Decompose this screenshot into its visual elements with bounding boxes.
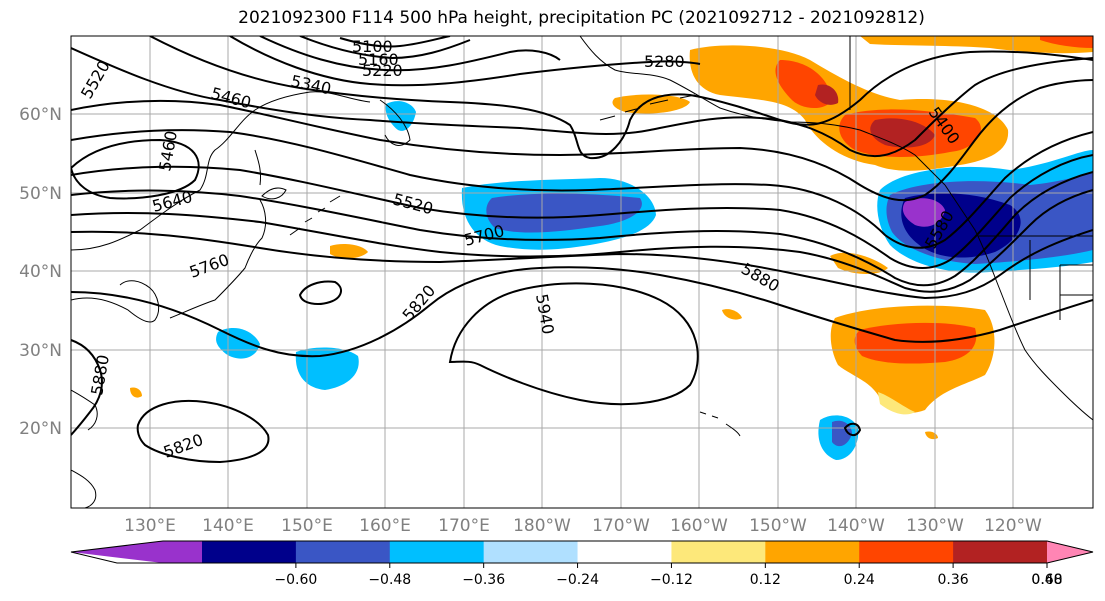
precip-area-top-right-positive: [860, 36, 1093, 54]
coast-hawaii: [699, 411, 741, 437]
contour-5880: [71, 339, 103, 436]
coast-korea-china: [71, 280, 160, 323]
colorbar-tick-label: −0.48: [368, 572, 411, 588]
colorbar-segment: [765, 541, 860, 563]
contour-5580: [71, 154, 1093, 270]
height-contours: [71, 36, 1093, 464]
coastlines: [71, 36, 1093, 508]
colorbar-ticks: −0.60 −0.48 −0.36 −0.24 −0.12 0.12 0.24 0.36 0.4…: [274, 563, 1063, 588]
contour-5820-closed-west: [298, 280, 342, 305]
colorbar-tick-label: −0.60: [274, 572, 317, 588]
lon-tick-label: 150°W: [749, 516, 807, 536]
lon-tick-label: 120°W: [984, 516, 1042, 536]
precip-area-central-negative-inner: [486, 193, 642, 233]
lon-tick-label: 140°W: [827, 516, 885, 536]
lat-tick-label: 20°N: [19, 419, 62, 439]
contour-label: 5220: [362, 61, 403, 80]
coast-aleutian-islands: [599, 94, 696, 121]
precip-area-positive-patch-b: [722, 309, 742, 320]
lon-tick-label: 160°W: [670, 516, 728, 536]
contour-5520: [71, 129, 1093, 249]
precip-area-west-negative-a: [216, 328, 260, 359]
graticule: [71, 36, 1093, 508]
contour-5640: [71, 171, 1093, 287]
colorbar-segment: [1047, 541, 1093, 563]
contour-label: 5280: [644, 52, 685, 71]
contour-label: 5160: [358, 50, 399, 69]
lat-tick-label: 40°N: [19, 262, 62, 282]
map-frame: [70, 35, 1094, 509]
colorbar-segments: [70, 540, 1094, 564]
contour-5280: [229, 36, 701, 87]
contour-5760: [71, 229, 1093, 300]
colorbar-segment: [953, 541, 1048, 563]
precip-area-subtropical-positive-inner: [854, 322, 977, 364]
contour-5220: [259, 36, 561, 72]
colorbar-tick-label: 0.48: [1031, 572, 1062, 588]
contour-5880-hawaii-small: [843, 422, 862, 436]
lat-tick-label: 50°N: [19, 184, 62, 204]
coast-kuril-islands: [289, 195, 341, 236]
colorbar-segment: [295, 541, 391, 563]
coast-north-america-west: [944, 184, 1093, 421]
colorbar-tick-label: −0.36: [462, 572, 505, 588]
lon-tick-label: 160°E: [359, 516, 411, 536]
lon-tick-label: 140°E: [202, 516, 254, 536]
lat-tick-label: 60°N: [19, 105, 62, 125]
contour-5160: [299, 36, 471, 60]
contour-5400: [71, 47, 1093, 158]
precip-area-positive-patch-c: [130, 387, 142, 398]
lon-tick-label: 150°E: [281, 516, 333, 536]
colorbar-segment: [71, 541, 202, 563]
contour-5940: [448, 282, 699, 406]
colorbar-outline: [70, 540, 1094, 564]
precip-area-west-negative-b: [295, 347, 359, 390]
lat-tick-label: 30°N: [19, 341, 62, 361]
precip-area-west-positive: [330, 244, 368, 259]
lon-tick-label: 170°E: [438, 516, 490, 536]
contour-5460-west-closed: [71, 138, 200, 200]
map-title: 2021092300 F114 500 hPa height, precipit…: [238, 8, 925, 28]
colorbar-segment: [389, 541, 485, 563]
precip-area-subtropical-positive-light: [878, 392, 915, 415]
contour-5340: [149, 36, 1093, 160]
colorbar-tick-label: −0.12: [650, 572, 693, 588]
coast-japan: [169, 199, 267, 319]
coast-sakhalin: [254, 149, 261, 186]
contour-5700: [71, 189, 1093, 293]
colorbar-segment: [202, 541, 297, 563]
precip-area-pnw-negative-core: [902, 198, 945, 227]
colorbar-tick-label: 0.24: [844, 572, 875, 588]
colorbar-segment: [671, 541, 766, 563]
precip-area-alaska-positive-core: [815, 84, 839, 105]
colorbar-tick-label: 0.60: [1031, 572, 1062, 588]
contour-5820: [71, 266, 1093, 358]
colorbar-segment: [577, 541, 672, 563]
lon-tick-label: 170°W: [592, 516, 650, 536]
lon-tick-label: 180°W: [513, 516, 571, 536]
contour-5820-closed-south: [136, 399, 270, 464]
coast-asia-mainland: [71, 91, 371, 251]
colorbar-segment: [859, 541, 954, 563]
precip-area-positive-patch-a: [830, 252, 888, 274]
colorbar-tick-label: 0.12: [750, 572, 781, 588]
colorbar-tick-label: 0.36: [938, 572, 969, 588]
lon-tick-label: 130°W: [906, 516, 964, 536]
colorbar-tick-label: −0.24: [556, 572, 599, 588]
lon-tick-label: 130°E: [124, 516, 176, 536]
coast-hokkaido: [261, 187, 287, 200]
border-states: [1029, 240, 1093, 320]
contour-5100: [339, 36, 451, 48]
contour-5460: [71, 79, 1093, 202]
colorbar-segment: [483, 541, 579, 563]
coast-philippines: [71, 469, 97, 508]
precip-area-top-right-positive-inner: [1040, 36, 1093, 48]
contour-label: 5100: [352, 37, 393, 56]
